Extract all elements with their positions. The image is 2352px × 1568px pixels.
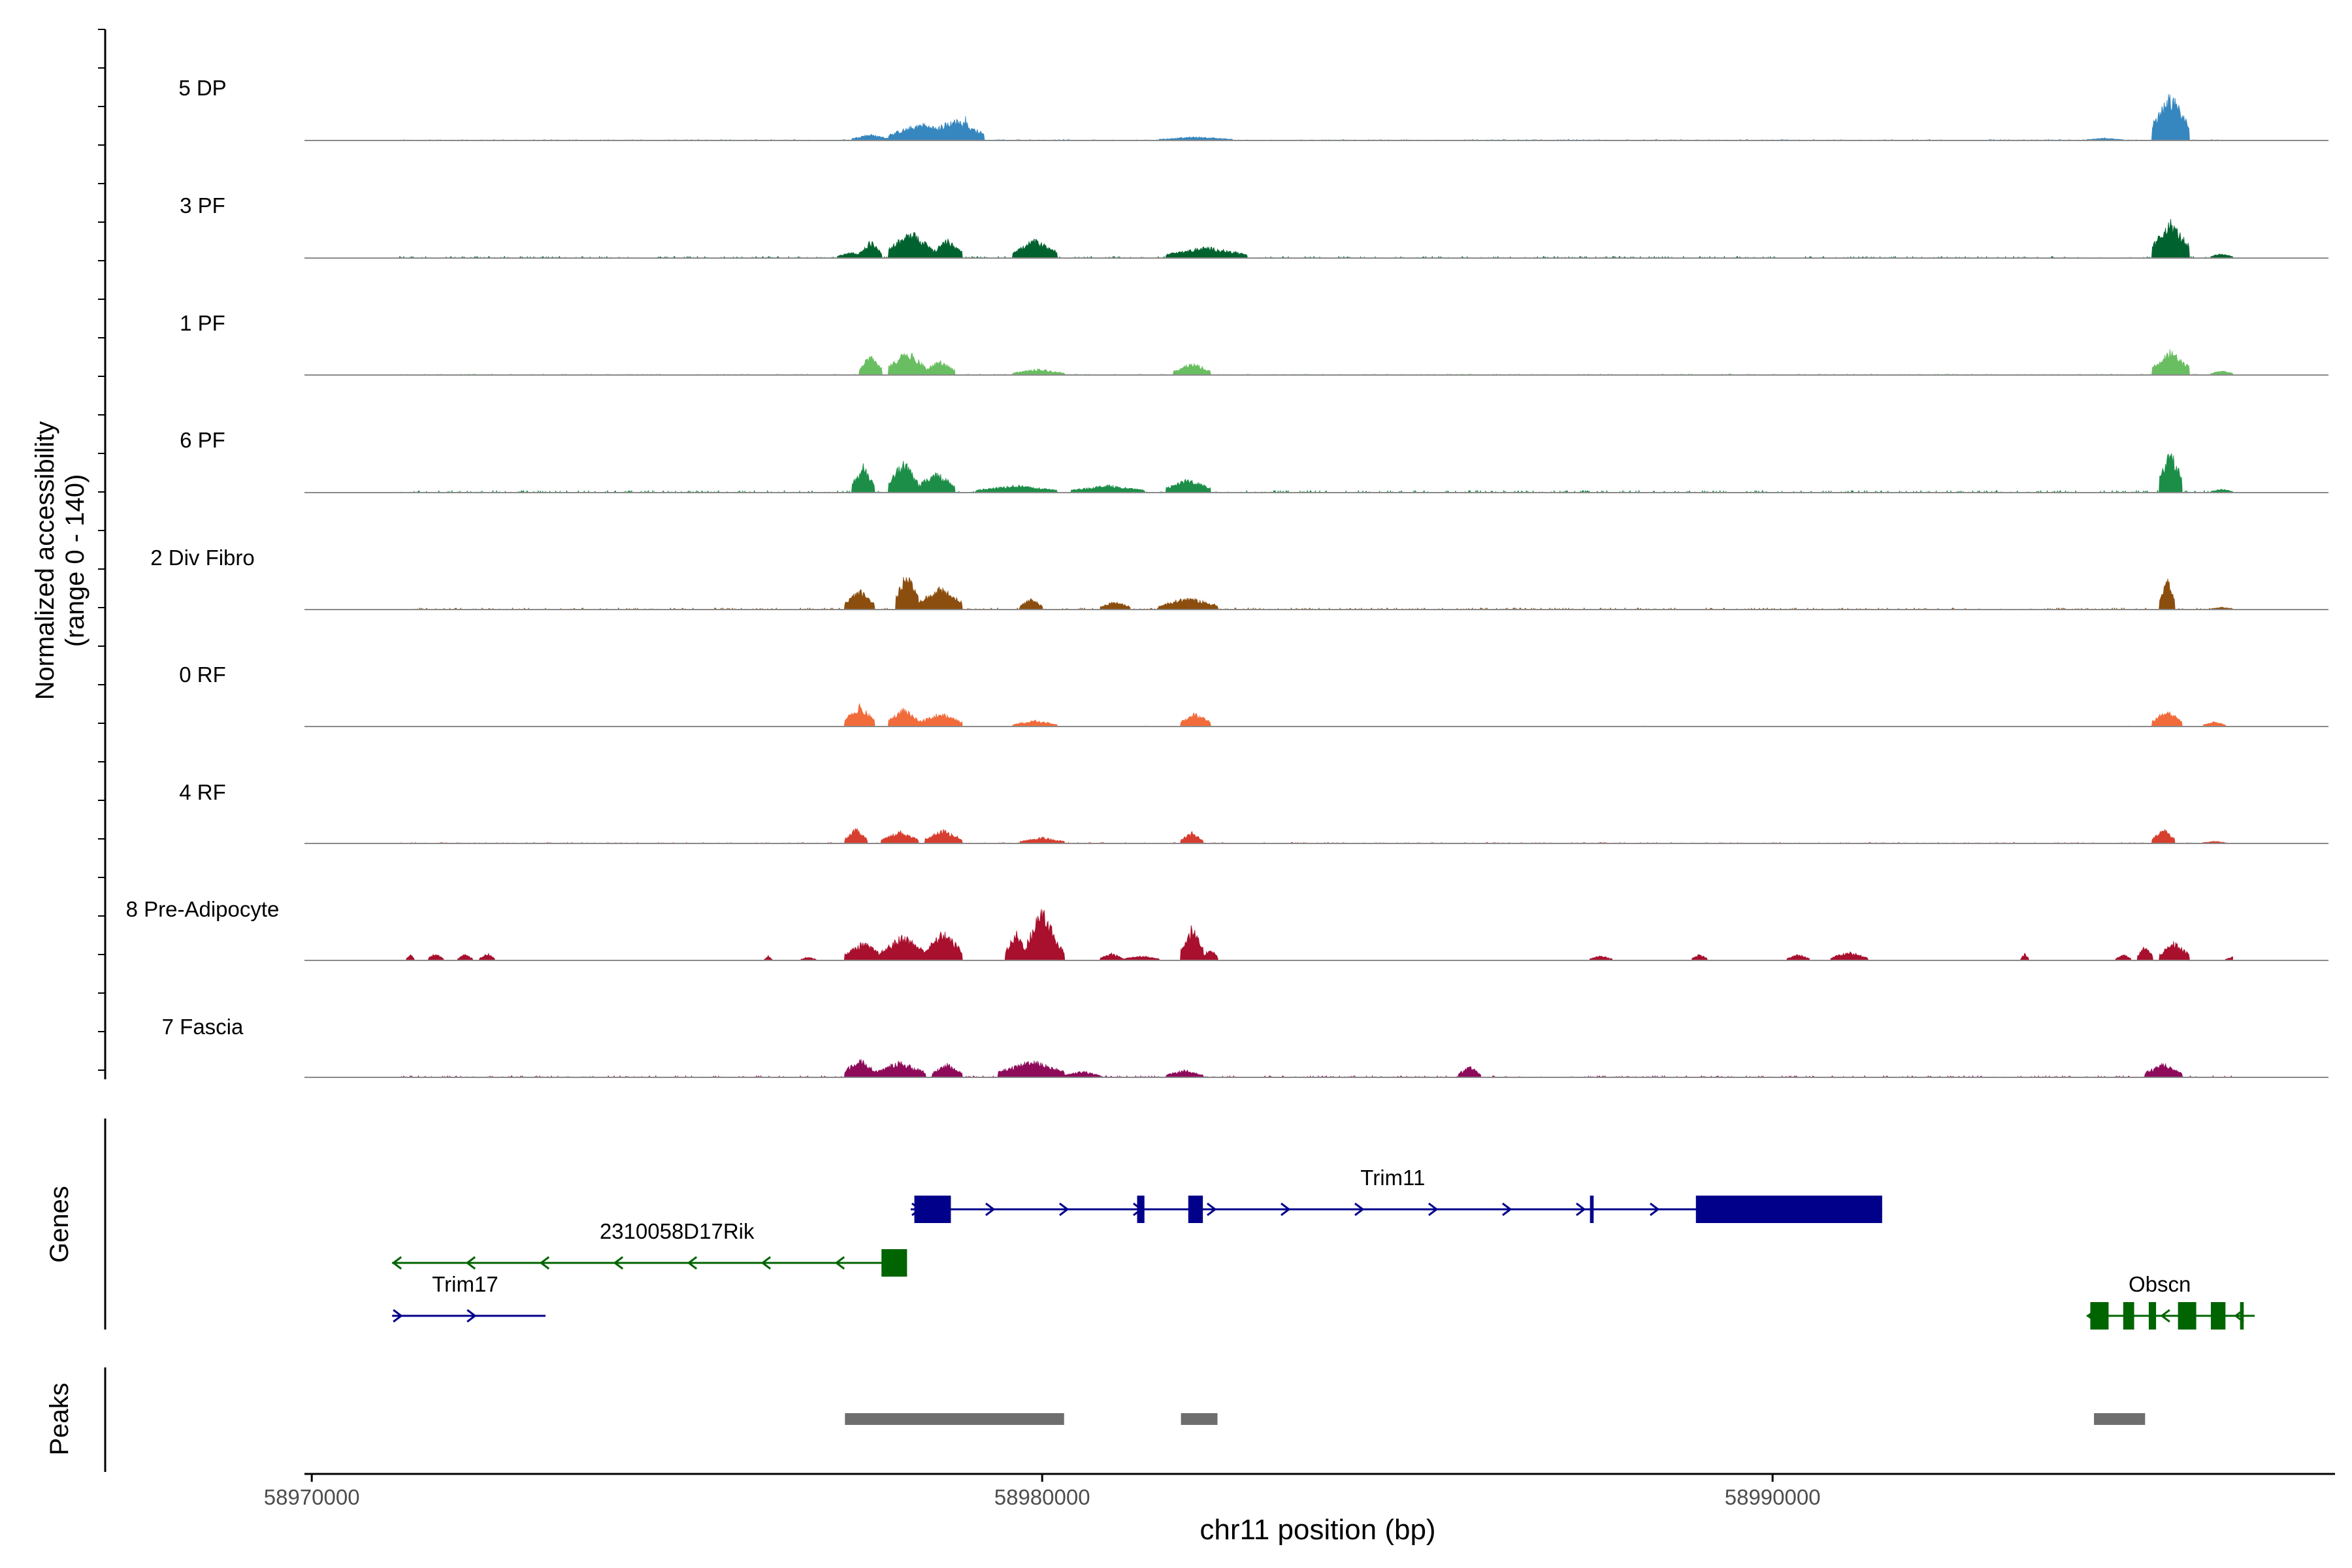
track-label: 1 PF <box>180 311 225 335</box>
strand-arrow <box>1502 1202 1512 1217</box>
x-tick-label: 58970000 <box>264 1485 360 1509</box>
x-axis-ticks: 58970000 58980000 58990000 <box>264 1474 1821 1509</box>
gene-annotation-panel: Trim11 2310058D17Rik Trim17 Obscn <box>391 1166 2255 1330</box>
strand-arrow <box>1059 1202 1070 1217</box>
strand-arrow <box>1281 1202 1291 1217</box>
track-label: 8 Pre-Adipocyte <box>126 897 280 921</box>
gene-exon <box>914 1196 951 1223</box>
strand-arrow <box>687 1256 698 1270</box>
gene-label: Trim11 <box>1360 1166 1425 1190</box>
track-label: 3 PF <box>180 193 225 218</box>
strand-arrow <box>1428 1202 1439 1217</box>
strand-arrow <box>1576 1202 1586 1217</box>
strand-arrow <box>1650 1202 1660 1217</box>
gene-exon <box>1137 1196 1145 1223</box>
x-tick-label: 58990000 <box>1725 1485 1821 1509</box>
gene-exon <box>2090 1302 2109 1330</box>
strand-arrow <box>613 1256 624 1270</box>
coverage-y-ticks <box>98 29 105 1071</box>
gene-exon <box>881 1249 907 1277</box>
peaks-panel <box>845 1413 2146 1425</box>
track-label: 2 Div Fibro <box>150 546 255 570</box>
track-label: 0 RF <box>179 662 226 687</box>
strand-arrow <box>760 1256 772 1270</box>
track-label: 5 DP <box>178 76 226 100</box>
genes-panel-label: Genes <box>45 1186 74 1263</box>
strand-arrow <box>1354 1202 1365 1217</box>
coverage-track <box>304 702 2328 727</box>
strand-arrow <box>985 1202 996 1217</box>
y-axis-title-line2: (range 0 - 140) <box>61 474 90 647</box>
gene-label: 2310058D17Rik <box>600 1219 755 1243</box>
coverage-track <box>304 94 2328 141</box>
track-label: 7 Fascia <box>162 1015 244 1039</box>
coverage-track <box>304 453 2328 494</box>
coverage-track <box>304 828 2328 844</box>
strand-arrow <box>2160 1309 2170 1323</box>
y-axis-title-line1: Normalized accessibility <box>31 421 59 700</box>
gene-label: Trim17 <box>432 1272 498 1296</box>
gene-exon <box>1695 1196 1882 1223</box>
coverage-track <box>304 909 2328 961</box>
strand-arrow <box>465 1256 476 1270</box>
coverage-track <box>304 219 2328 259</box>
coverage-track <box>304 349 2328 376</box>
gene-exon <box>2123 1302 2134 1330</box>
gene-label: Obscn <box>2129 1272 2191 1296</box>
coverage-track <box>304 576 2328 610</box>
gene-exon <box>2240 1302 2244 1330</box>
x-axis-title: chr11 position (bp) <box>1200 1514 1435 1546</box>
track-labels: 5 DP 3 PF 1 PF 6 PF 2 Div Fibro 0 RF 4 R… <box>126 76 280 1039</box>
strand-arrow <box>466 1309 477 1323</box>
gene-exon <box>2148 1302 2157 1330</box>
peak-region <box>1181 1413 1218 1425</box>
gene-exon <box>1188 1196 1203 1223</box>
gene-model: Obscn <box>2086 1272 2255 1330</box>
gene-exon <box>2178 1302 2197 1330</box>
strand-arrow <box>1207 1202 1217 1217</box>
strand-arrow <box>393 1309 403 1323</box>
peak-region <box>845 1413 1064 1425</box>
strand-arrow <box>834 1256 845 1270</box>
strand-arrow <box>539 1256 550 1270</box>
peaks-panel-label: Peaks <box>45 1382 74 1455</box>
coverage-track <box>304 1059 2328 1078</box>
track-label: 6 PF <box>180 428 225 452</box>
gene-model: 2310058D17Rik <box>391 1219 907 1277</box>
x-tick-label: 58980000 <box>994 1485 1090 1509</box>
gene-exon <box>2210 1302 2226 1330</box>
track-label: 4 RF <box>179 780 226 804</box>
gene-model: Trim17 <box>392 1272 546 1323</box>
strand-arrow <box>391 1256 402 1270</box>
gene-exon <box>1590 1196 1594 1223</box>
gene-model: Trim11 <box>910 1166 1882 1223</box>
peak-region <box>2094 1413 2146 1425</box>
coverage-tracks <box>304 94 2328 1078</box>
